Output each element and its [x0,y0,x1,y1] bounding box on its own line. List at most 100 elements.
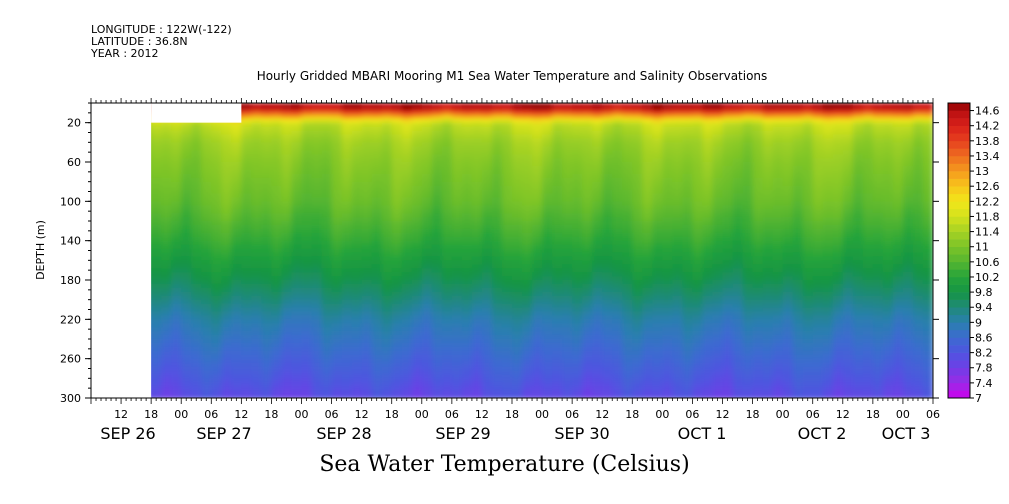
field-cell [532,315,543,321]
field-cell [441,173,453,179]
field-cell [291,354,303,360]
field-cell [702,177,714,183]
field-cell [271,106,283,112]
field-cell [672,213,684,218]
field-cell [692,331,704,336]
field-cell [261,224,273,230]
field-cell [441,272,453,277]
field-cell [572,122,583,128]
field-cell [421,248,433,254]
field-cell [271,327,283,332]
field-cell [702,103,714,108]
field-cell [381,126,393,132]
field-cell [532,197,543,203]
field-cell [512,193,523,199]
field-cell [461,197,473,203]
field-cell [261,303,273,309]
field-cell [361,382,373,387]
field-cell [461,205,473,210]
field-cell [562,342,573,348]
field-cell [632,244,644,250]
field-cell [391,323,403,328]
field-cell [241,354,253,360]
field-cell [742,307,754,313]
field-cell [501,252,513,258]
field-cell [542,122,553,128]
field-cell [381,390,393,395]
field-cell [161,221,172,226]
field-cell [341,193,353,199]
field-cell [251,177,263,183]
field-cell [602,327,614,332]
field-cell [311,236,323,242]
field-cell [722,370,734,376]
field-cell [522,331,533,336]
field-cell [642,189,654,195]
field-cell [291,232,303,238]
field-cell [682,118,694,124]
field-cell [752,228,764,234]
field-cell [331,142,343,148]
field-cell [572,146,583,151]
field-cell [431,303,443,309]
field-cell [522,346,533,352]
field-cell [241,280,253,285]
field-cell [512,276,523,281]
field-cell [632,173,644,179]
field-cell [612,162,624,167]
field-cell [421,346,433,352]
field-cell [471,366,483,372]
field-cell [341,232,353,238]
field-cell [331,362,343,368]
field-cell [401,224,413,230]
field-cell [361,362,373,368]
field-cell [722,311,734,317]
field-cell [431,118,443,124]
field-cell [201,394,213,398]
field-cell [672,370,684,376]
field-cell [451,303,463,309]
field-cell [291,264,303,269]
field-cell [562,295,573,301]
field-cell [441,264,453,269]
field-cell [401,193,413,199]
field-cell [552,224,563,230]
field-cell [331,311,343,317]
field-cell [692,138,704,144]
field-cell [421,362,433,368]
field-cell [231,374,243,380]
field-cell [221,228,233,234]
field-cell [642,354,654,360]
field-cell [341,252,353,258]
field-cell [552,138,563,144]
field-cell [241,122,253,128]
field-cell [181,158,193,163]
field-cell [231,248,243,254]
field-cell [221,331,233,336]
field-cell [662,295,674,301]
field-cell [612,303,624,309]
field-cell [371,331,383,336]
field-cell [552,228,563,234]
field-cell [471,268,483,273]
field-cell [672,386,684,391]
field-cell [491,236,503,242]
field-cell [161,197,172,203]
field-cell [451,323,463,328]
field-cell [732,177,744,183]
field-cell [151,295,162,301]
field-cell [331,154,343,159]
field-cell [201,287,213,293]
field-cell [562,331,573,336]
field-cell [622,209,634,214]
field-cell [401,331,413,336]
field-cell [151,146,162,151]
field-cell [501,244,513,250]
field-cell [642,103,654,108]
field-cell [562,134,573,140]
field-cell [742,315,754,321]
field-cell [311,248,323,254]
field-cell [341,350,353,356]
field-cell [301,209,313,214]
year-label: YEAR : 2012 [91,47,159,60]
